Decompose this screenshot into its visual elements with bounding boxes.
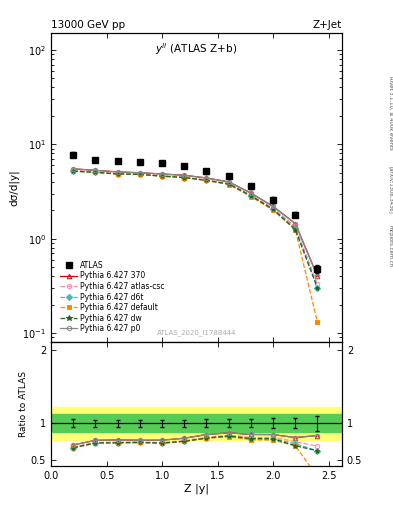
Pythia 6.427 dw: [315, 285, 320, 291]
Text: $y^{ll}$ (ATLAS Z+b): $y^{ll}$ (ATLAS Z+b): [155, 41, 238, 57]
Pythia 6.427 p0: [226, 179, 231, 185]
Pythia 6.427 d6t: [315, 285, 320, 291]
Line: Pythia 6.427 dw: Pythia 6.427 dw: [71, 169, 320, 290]
Text: mcplots.cern.ch: mcplots.cern.ch: [388, 225, 393, 267]
Pythia 6.427 p0: [204, 175, 209, 181]
Bar: [51, 407, 342, 440]
Pythia 6.427 d6t: [293, 225, 298, 231]
Y-axis label: Ratio to ATLAS: Ratio to ATLAS: [19, 371, 28, 437]
Text: Z+Jet: Z+Jet: [313, 20, 342, 31]
Pythia 6.427 default: [93, 169, 98, 176]
Pythia 6.427 d6t: [271, 206, 275, 212]
Pythia 6.427 dw: [115, 171, 120, 177]
Text: Rivet 3.1.10, ≥ 400k events: Rivet 3.1.10, ≥ 400k events: [388, 76, 393, 150]
Pythia 6.427 370: [182, 172, 187, 178]
Pythia 6.427 default: [315, 319, 320, 326]
Y-axis label: dσ/d|y|: dσ/d|y|: [9, 169, 20, 206]
Pythia 6.427 d6t: [248, 193, 253, 199]
Pythia 6.427 370: [204, 175, 209, 181]
Pythia 6.427 p0: [115, 169, 120, 175]
Pythia 6.427 d6t: [182, 175, 187, 181]
Pythia 6.427 dw: [204, 177, 209, 183]
Pythia 6.427 dw: [293, 226, 298, 232]
Pythia 6.427 default: [271, 207, 275, 214]
Pythia 6.427 default: [226, 181, 231, 187]
Pythia 6.427 dw: [71, 168, 75, 174]
Pythia 6.427 atlas-csc: [93, 169, 98, 175]
Pythia 6.427 p0: [293, 221, 298, 227]
Pythia 6.427 p0: [160, 171, 164, 177]
Pythia 6.427 d6t: [138, 172, 142, 178]
Text: ATLAS_2020_I1788444: ATLAS_2020_I1788444: [157, 329, 236, 336]
Pythia 6.427 370: [93, 167, 98, 174]
Pythia 6.427 atlas-csc: [248, 192, 253, 198]
Pythia 6.427 d6t: [160, 173, 164, 179]
Line: Pythia 6.427 d6t: Pythia 6.427 d6t: [71, 169, 320, 290]
Pythia 6.427 d6t: [93, 169, 98, 176]
Pythia 6.427 dw: [271, 206, 275, 212]
Text: [arXiv:1306.3436]: [arXiv:1306.3436]: [388, 165, 393, 214]
Pythia 6.427 370: [315, 273, 320, 280]
Pythia 6.427 default: [160, 173, 164, 179]
Pythia 6.427 default: [293, 226, 298, 232]
Line: Pythia 6.427 default: Pythia 6.427 default: [71, 169, 320, 325]
Pythia 6.427 d6t: [204, 177, 209, 183]
Pythia 6.427 p0: [93, 167, 98, 174]
Pythia 6.427 default: [71, 168, 75, 174]
Pythia 6.427 default: [138, 172, 142, 178]
Pythia 6.427 370: [248, 190, 253, 196]
Pythia 6.427 atlas-csc: [315, 281, 320, 287]
Pythia 6.427 dw: [182, 175, 187, 181]
Line: Pythia 6.427 370: Pythia 6.427 370: [71, 166, 320, 279]
Pythia 6.427 370: [160, 171, 164, 177]
Pythia 6.427 370: [293, 221, 298, 227]
Pythia 6.427 atlas-csc: [271, 205, 275, 211]
Pythia 6.427 370: [226, 179, 231, 185]
Pythia 6.427 atlas-csc: [71, 167, 75, 174]
Pythia 6.427 p0: [271, 203, 275, 209]
Pythia 6.427 370: [271, 203, 275, 209]
Pythia 6.427 atlas-csc: [115, 170, 120, 177]
Pythia 6.427 dw: [226, 181, 231, 187]
Pythia 6.427 p0: [138, 169, 142, 176]
Pythia 6.427 p0: [182, 172, 187, 178]
Pythia 6.427 370: [115, 169, 120, 175]
Pythia 6.427 370: [138, 169, 142, 176]
Pythia 6.427 p0: [248, 190, 253, 196]
Pythia 6.427 default: [248, 194, 253, 200]
Pythia 6.427 dw: [93, 169, 98, 176]
Pythia 6.427 atlas-csc: [204, 177, 209, 183]
Pythia 6.427 d6t: [226, 181, 231, 187]
Pythia 6.427 atlas-csc: [293, 223, 298, 229]
Line: Pythia 6.427 atlas-csc: Pythia 6.427 atlas-csc: [71, 168, 320, 286]
Pythia 6.427 atlas-csc: [138, 171, 142, 177]
Pythia 6.427 atlas-csc: [226, 180, 231, 186]
Pythia 6.427 atlas-csc: [182, 174, 187, 180]
Pythia 6.427 p0: [315, 273, 320, 280]
X-axis label: Z |y|: Z |y|: [184, 483, 209, 494]
Pythia 6.427 d6t: [71, 168, 75, 174]
Line: Pythia 6.427 p0: Pythia 6.427 p0: [71, 166, 320, 279]
Pythia 6.427 default: [182, 175, 187, 181]
Pythia 6.427 atlas-csc: [160, 173, 164, 179]
Pythia 6.427 default: [115, 171, 120, 177]
Bar: [51, 414, 342, 432]
Pythia 6.427 dw: [248, 193, 253, 199]
Pythia 6.427 p0: [71, 166, 75, 172]
Pythia 6.427 d6t: [115, 171, 120, 177]
Pythia 6.427 dw: [160, 173, 164, 179]
Pythia 6.427 dw: [138, 172, 142, 178]
Pythia 6.427 default: [204, 177, 209, 183]
Pythia 6.427 370: [71, 166, 75, 172]
Text: 13000 GeV pp: 13000 GeV pp: [51, 20, 125, 31]
Legend: ATLAS, Pythia 6.427 370, Pythia 6.427 atlas-csc, Pythia 6.427 d6t, Pythia 6.427 : ATLAS, Pythia 6.427 370, Pythia 6.427 at…: [58, 259, 167, 335]
